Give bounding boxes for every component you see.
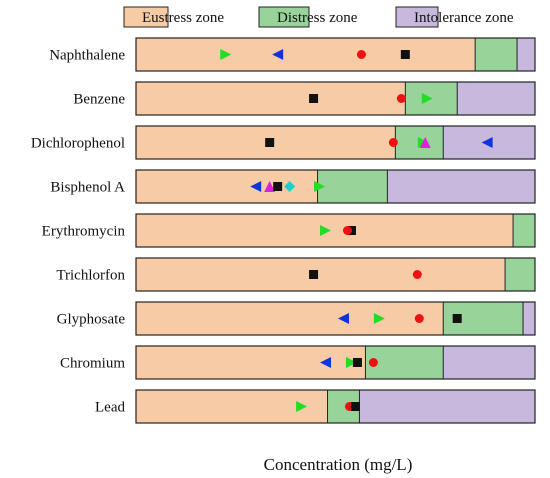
square-marker [309, 94, 319, 103]
circle-marker [356, 50, 366, 59]
circle-marker [388, 138, 398, 147]
distress-segment [317, 170, 388, 203]
diamond-marker [284, 181, 296, 192]
row-label: Trichlorfon [56, 268, 125, 284]
square-marker [265, 138, 275, 147]
legend: Eustress zone Distress zone Intolerance zo… [123, 6, 514, 28]
triangle-right-marker [314, 181, 326, 192]
distress-segment [475, 38, 518, 71]
intolerance-segment [359, 390, 535, 423]
triangle-right-marker [373, 313, 385, 324]
square-marker [352, 358, 362, 367]
square-marker [350, 402, 360, 411]
row-trichlorfon: Trichlorfon [56, 257, 536, 292]
row-frame [135, 301, 536, 336]
circle-marker [396, 94, 406, 103]
row-bisphenol-a: Bisphenol A [50, 169, 536, 204]
circle-marker [368, 358, 378, 367]
legend-label-eustress: Eustress zone [142, 10, 224, 26]
intolerance-segment [443, 346, 535, 379]
intolerance-segment [523, 302, 535, 335]
intolerance-segment [387, 170, 535, 203]
row-label: Chromium [60, 356, 125, 372]
eustress-segment [136, 38, 476, 71]
row-label: Naphthalene [49, 48, 125, 64]
square-marker [309, 270, 319, 279]
eustress-segment [136, 258, 506, 291]
distress-segment [505, 258, 535, 291]
row-frame [135, 257, 536, 292]
distress-segment [513, 214, 535, 247]
row-label: Lead [95, 400, 125, 416]
eustress-segment [136, 302, 444, 335]
row-frame [135, 213, 536, 248]
triangle-up-marker [264, 181, 276, 192]
row-frame [135, 81, 536, 116]
triangle-left-marker [250, 181, 262, 192]
row-frame [135, 389, 536, 424]
row-chromium: Chromium [60, 345, 536, 380]
circle-marker [414, 314, 424, 323]
circle-marker [342, 226, 352, 235]
legend-swatch-intolerance [395, 6, 439, 28]
intolerance-segment [517, 38, 535, 71]
legend-swatch-distress [258, 6, 310, 28]
triangle-left-marker [320, 357, 332, 368]
row-frame [135, 37, 536, 72]
legend-label-intolerance: Intolerance zone [414, 10, 514, 26]
row-frame [135, 345, 536, 380]
square-marker [273, 182, 283, 191]
triangle-right-marker [345, 357, 357, 368]
triangle-up-marker [419, 137, 431, 148]
row-glyphosate: Glyphosate [57, 301, 536, 336]
row-lead: Lead [95, 389, 536, 424]
triangle-right-marker [320, 225, 332, 236]
distress-segment [365, 346, 444, 379]
row-label: Bisphenol A [50, 180, 125, 196]
row-label: Dichlorophenol [31, 136, 125, 152]
square-marker [452, 314, 462, 323]
eustress-segment [136, 82, 406, 115]
square-marker [400, 50, 410, 59]
triangle-left-marker [272, 49, 284, 60]
row-label: Erythromycin [42, 224, 126, 240]
chart-rows: Naphthalene Benzene Dichlorophenol Bispheno… [31, 37, 536, 424]
row-erythromycin: Erythromycin [42, 213, 536, 248]
triangle-right-marker [296, 401, 308, 412]
triangle-right-marker [220, 49, 232, 60]
x-axis-label: Concentration (mg/L) [264, 455, 413, 474]
triangle-right-marker [421, 93, 433, 104]
legend-swatch-eustress [123, 6, 169, 28]
intolerance-segment [457, 82, 535, 115]
triangle-left-marker [481, 137, 493, 148]
row-naphthalene: Naphthalene [49, 37, 536, 72]
row-label: Benzene [73, 92, 125, 108]
row-dichlorophenol: Dichlorophenol [31, 125, 536, 160]
row-frame [135, 125, 536, 160]
legend-label-distress: Distress zone [277, 10, 358, 26]
circle-marker [412, 270, 422, 279]
eustress-segment [136, 390, 328, 423]
triangle-left-marker [337, 313, 349, 324]
row-frame [135, 169, 536, 204]
row-benzene: Benzene [73, 81, 536, 116]
row-label: Glyphosate [57, 312, 126, 328]
